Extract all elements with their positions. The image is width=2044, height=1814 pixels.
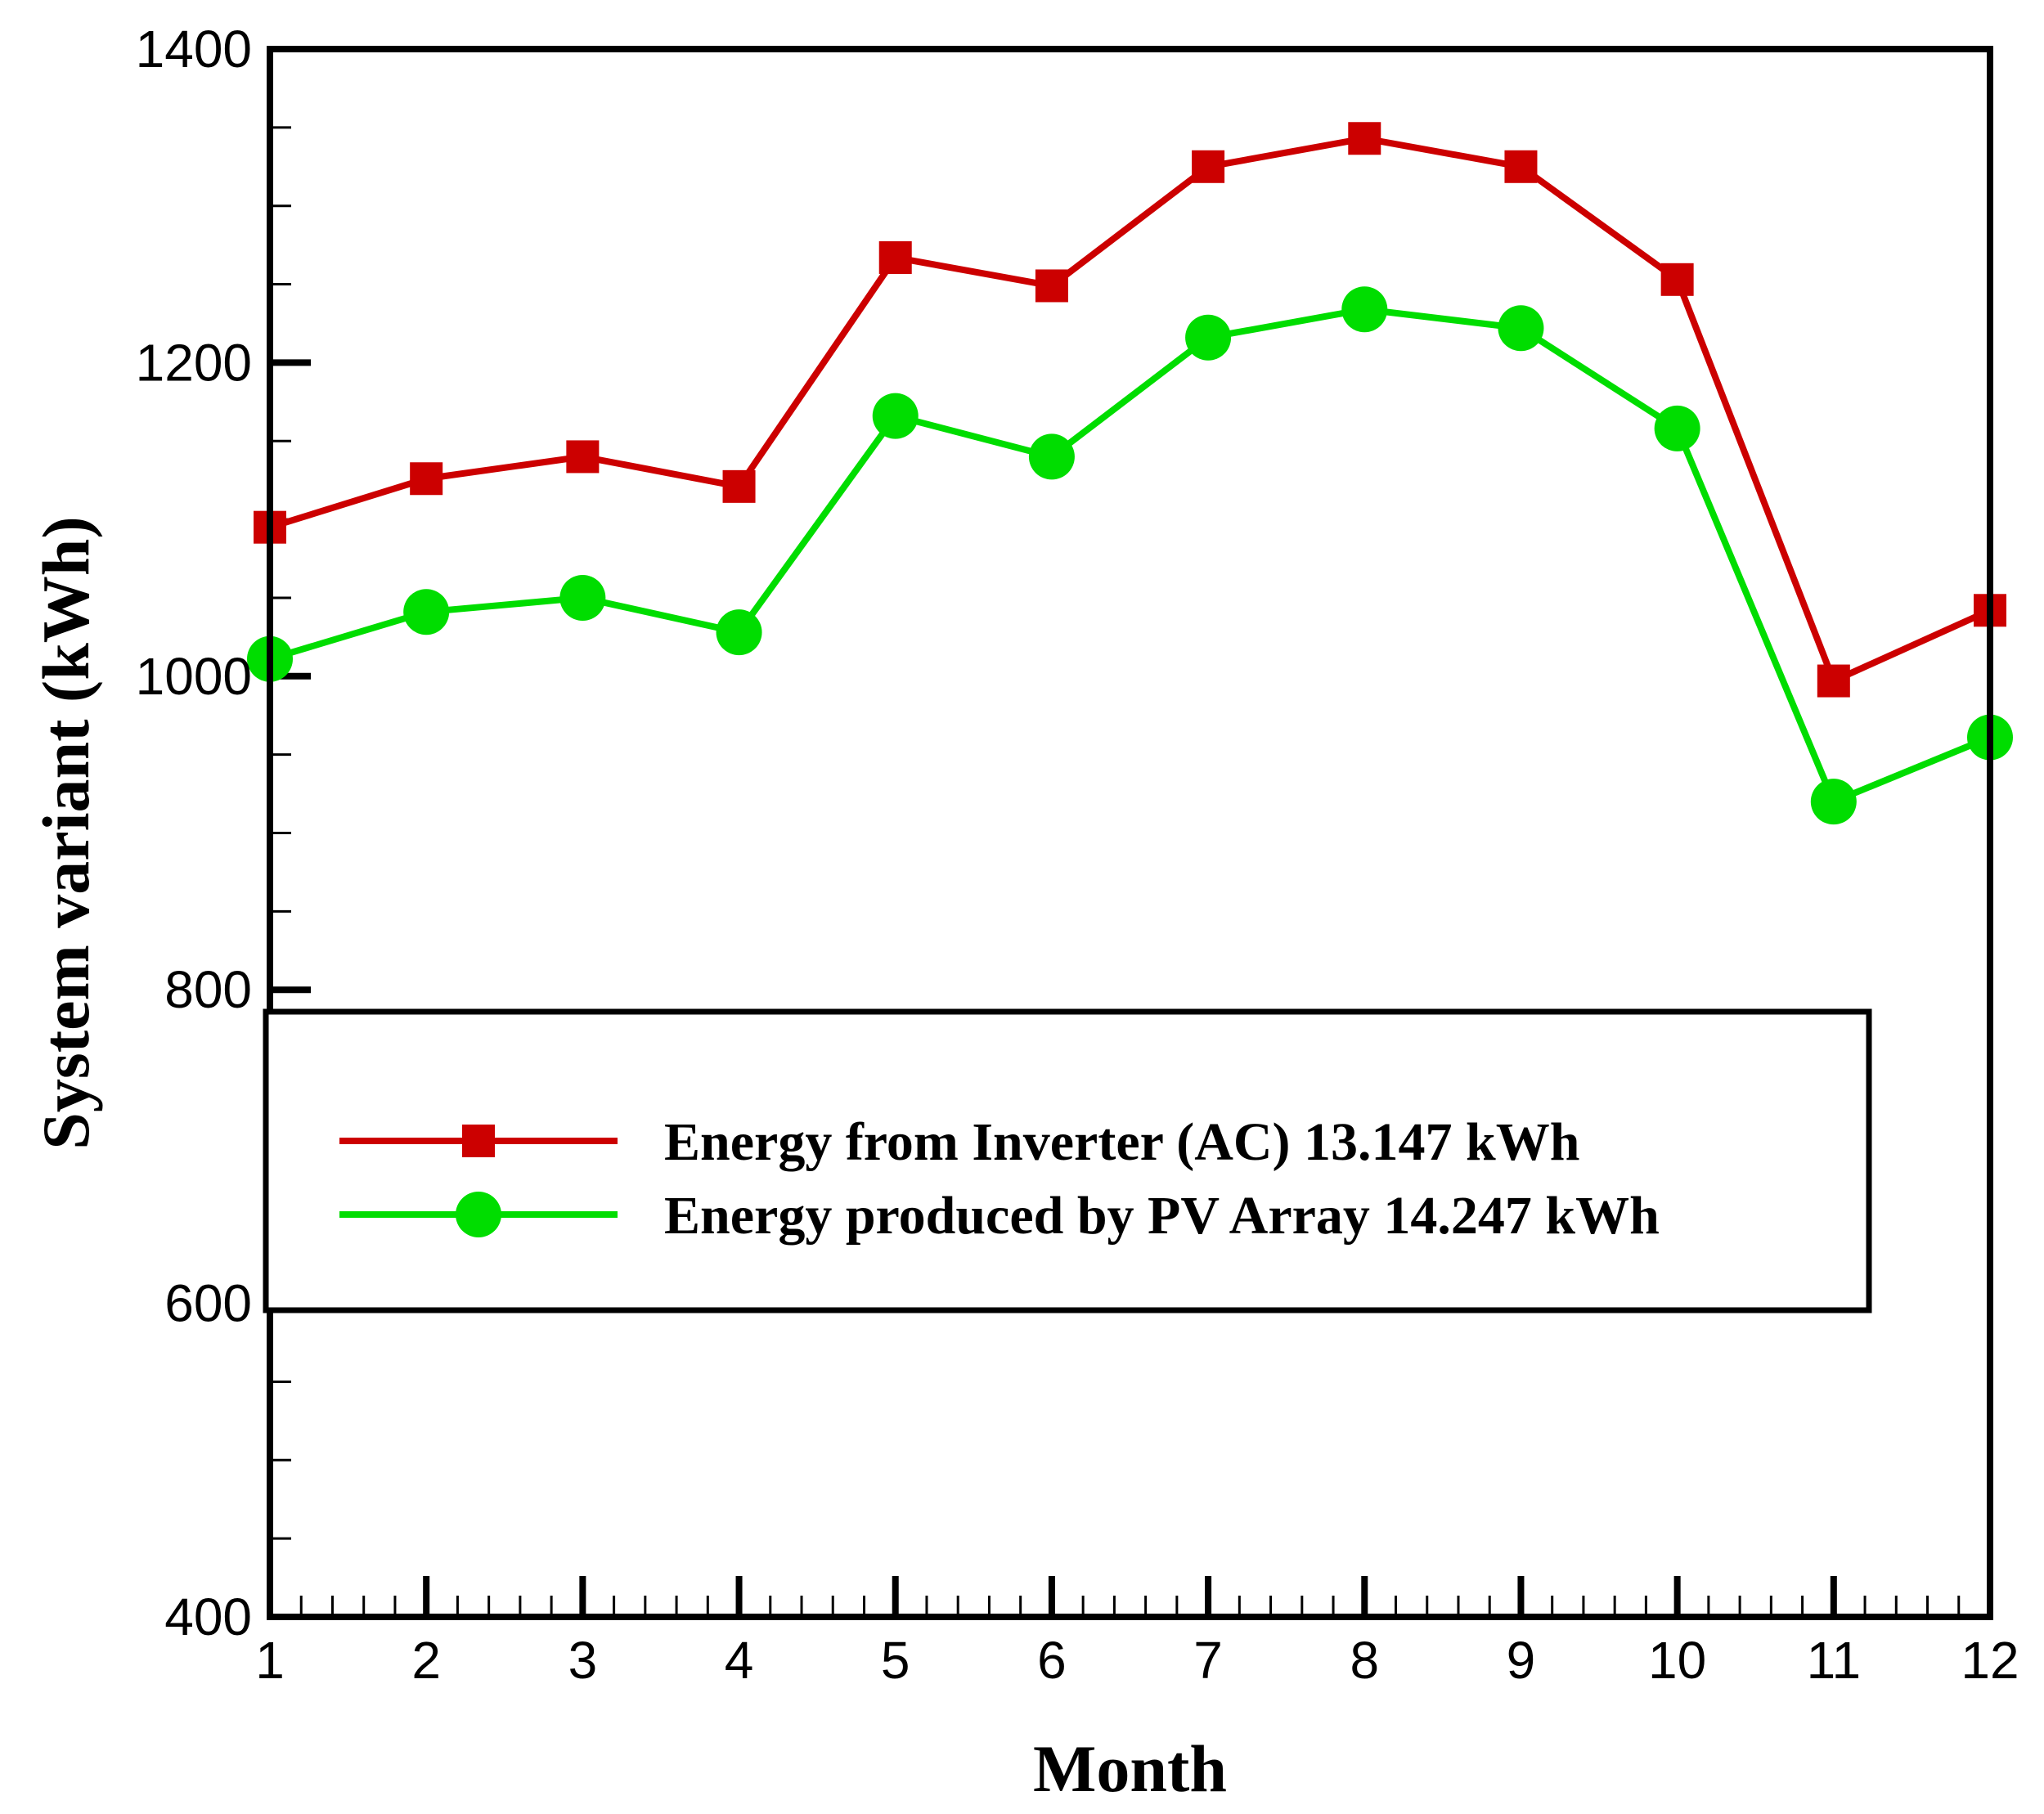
- y-tick-label: 1200: [136, 333, 252, 392]
- series-1: [254, 122, 2006, 698]
- legend-marker: [462, 1125, 495, 1157]
- data-point: [1028, 433, 1075, 480]
- series-2: [247, 286, 2013, 825]
- data-point: [1817, 664, 1850, 698]
- legend-label: Energy produced by PV Array 14.247 kWh: [664, 1186, 1660, 1246]
- legend-marker: [456, 1192, 501, 1237]
- axis-ticks: [267, 46, 1993, 1620]
- legend-item-2: Energy produced by PV Array 14.247 kWh: [339, 1186, 1660, 1246]
- data-point: [1348, 122, 1381, 155]
- x-tick-label: 4: [725, 1631, 754, 1690]
- y-tick-label: 400: [164, 1587, 252, 1646]
- x-tick-label: 5: [881, 1631, 910, 1690]
- data-point: [1654, 405, 1700, 451]
- legend-label: Energy from Inverter (AC) 13.147 kWh: [664, 1112, 1579, 1172]
- data-point: [559, 574, 606, 621]
- data-point: [716, 609, 762, 656]
- plot-frame: [267, 46, 1993, 1620]
- y-tick-label: 1400: [136, 20, 252, 79]
- data-point: [1035, 269, 1068, 303]
- data-point: [1185, 314, 1232, 361]
- x-tick-label: 12: [1961, 1631, 2019, 1690]
- x-tick-labels: 1 2 3 4 5 6 7 8 9 10 11 12: [255, 1631, 2019, 1690]
- x-tick-label: 3: [568, 1631, 598, 1690]
- legend: Energy from Inverter (AC) 13.147 kWh Ener…: [263, 1008, 1872, 1313]
- series-line: [268, 135, 1992, 685]
- data-point: [410, 462, 443, 496]
- y-tick-label: 1000: [136, 647, 252, 706]
- data-point: [1660, 263, 1694, 296]
- data-point: [872, 393, 919, 439]
- y-axis-label: System variant (kWh): [29, 516, 103, 1149]
- data-point: [722, 469, 756, 503]
- data-point: [1504, 150, 1538, 183]
- legend-box: [263, 1008, 1872, 1313]
- data-point: [1498, 305, 1544, 352]
- data-point: [1341, 286, 1388, 333]
- x-tick-label: 8: [1350, 1631, 1379, 1690]
- x-tick-label: 2: [411, 1631, 441, 1690]
- x-tick-label: 9: [1507, 1631, 1536, 1690]
- y-tick-labels: 400 600 800 1000 1200 1400: [136, 20, 252, 1646]
- y-tick-label: 600: [164, 1274, 252, 1333]
- data-point: [566, 440, 600, 474]
- data-point: [403, 589, 450, 635]
- x-tick-label: 1: [255, 1631, 285, 1690]
- data-point: [878, 240, 912, 274]
- x-axis-label: Month: [1033, 1731, 1227, 1806]
- x-tick-label: 11: [1807, 1631, 1861, 1690]
- data-point: [1810, 779, 1857, 825]
- series-line: [268, 306, 1992, 806]
- x-tick-label: 6: [1037, 1631, 1067, 1690]
- y-tick-label: 800: [164, 960, 252, 1019]
- legend-items: Energy from Inverter (AC) 13.147 kWh Ener…: [339, 1112, 1660, 1246]
- legend-item-1: Energy from Inverter (AC) 13.147 kWh: [339, 1112, 1579, 1172]
- x-tick-label: 7: [1193, 1631, 1223, 1690]
- data-point: [1192, 150, 1225, 183]
- x-tick-label: 10: [1648, 1631, 1706, 1690]
- series-layer: [247, 122, 2013, 825]
